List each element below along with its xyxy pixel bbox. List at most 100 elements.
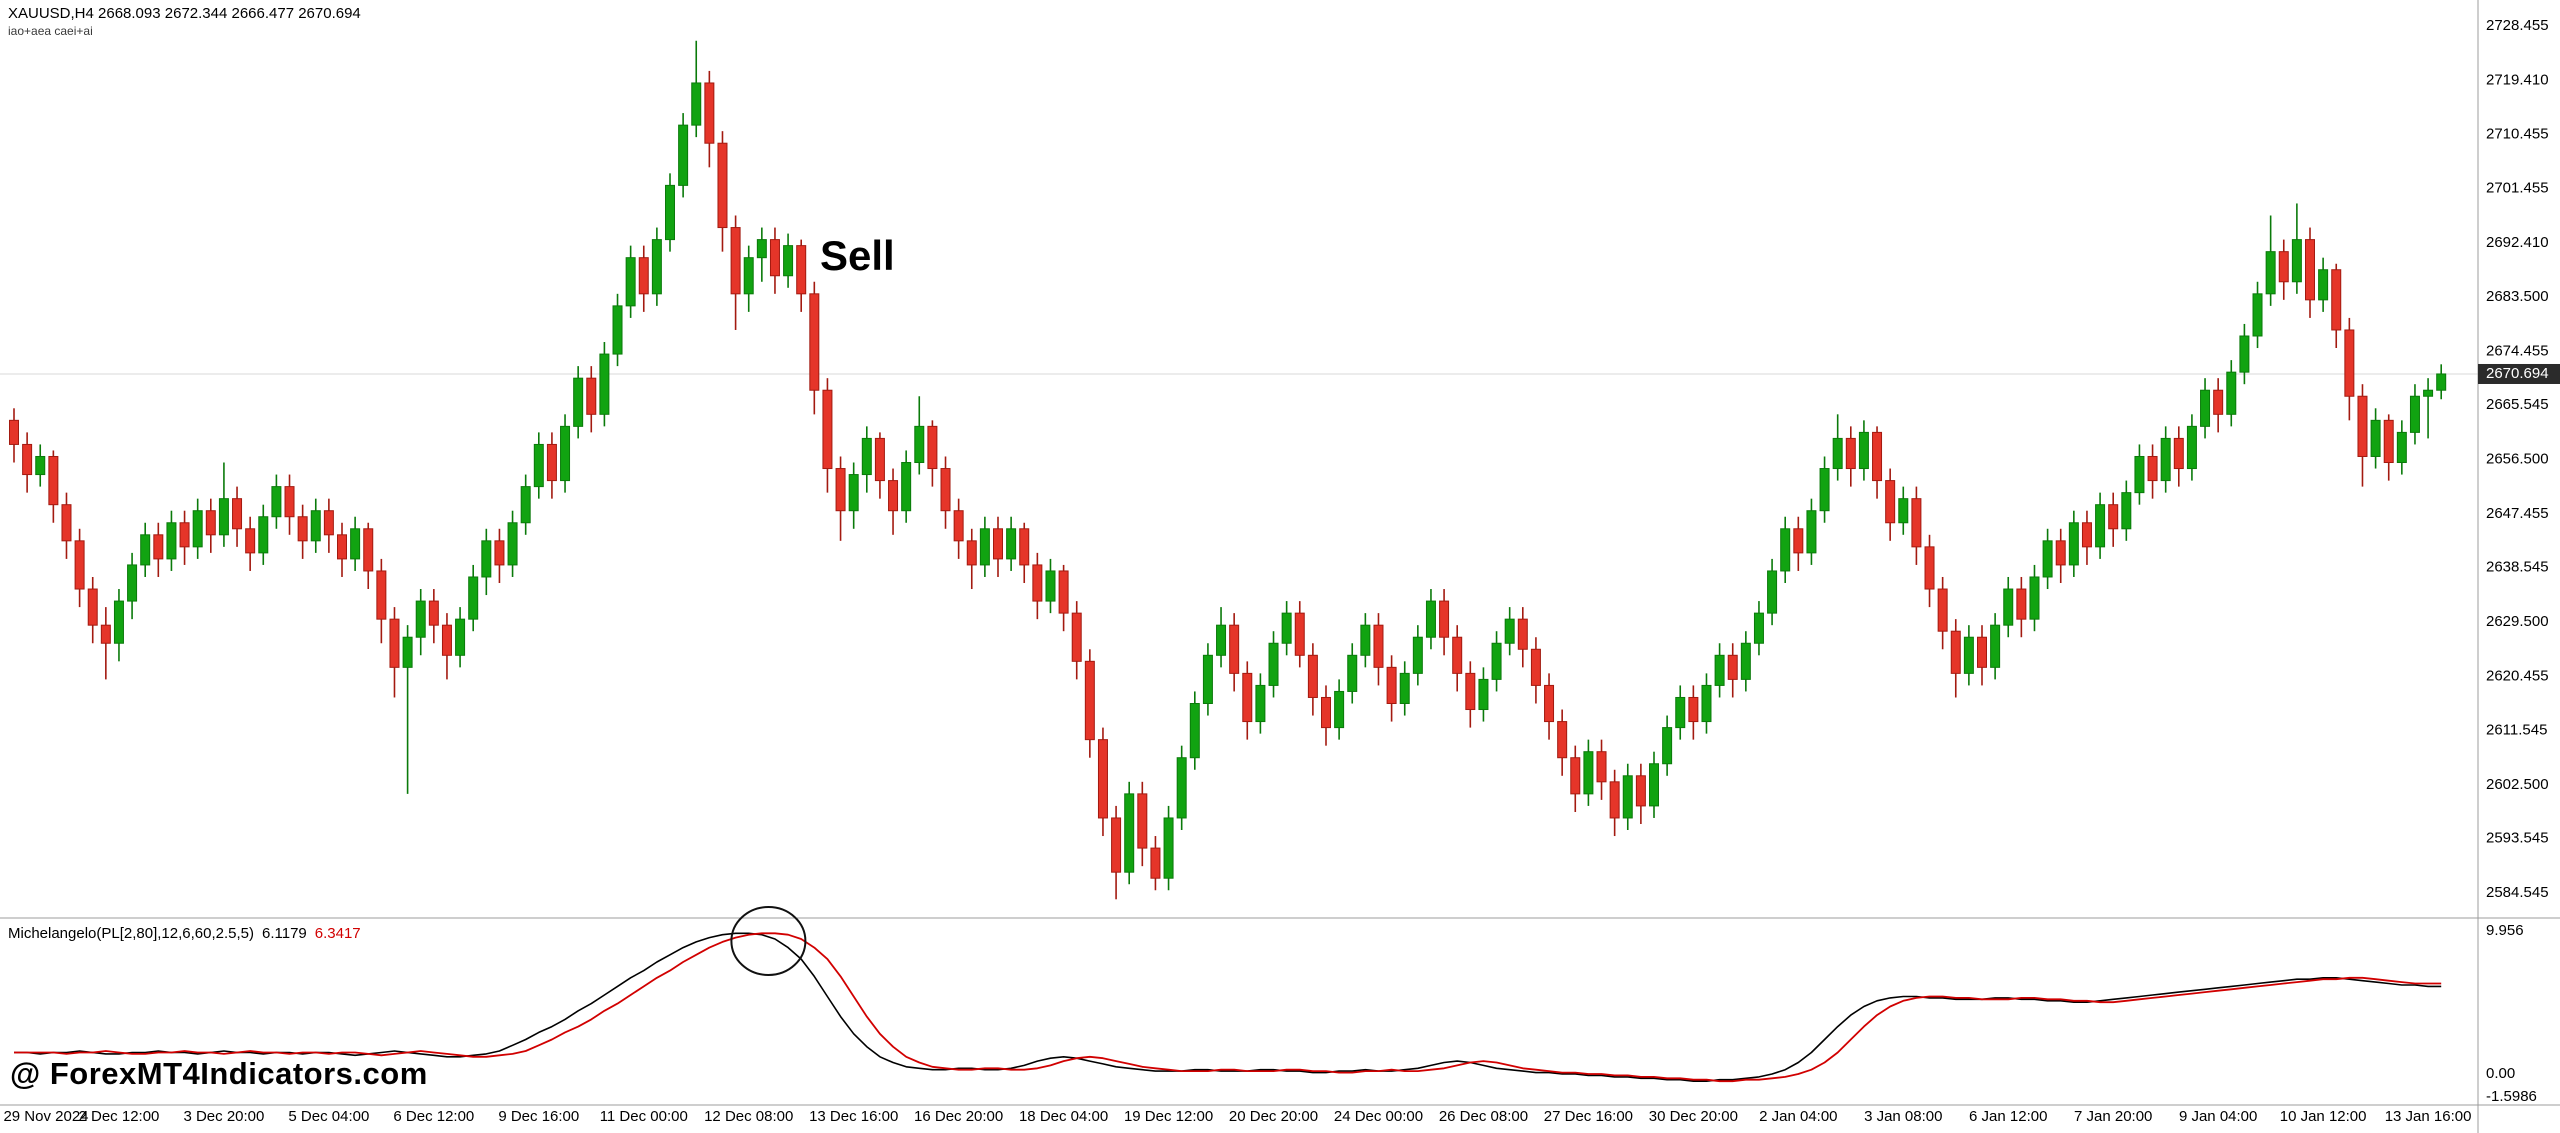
- candle-body: [796, 245, 807, 295]
- candle-body: [2409, 395, 2420, 433]
- candle-body: [179, 522, 190, 548]
- candle-body: [428, 600, 439, 626]
- candle-body: [2318, 269, 2329, 301]
- candle-body: [651, 239, 662, 295]
- price-axis-label: 2710.455: [2486, 125, 2549, 142]
- candle-body: [1255, 684, 1266, 723]
- price-axis-label: 2629.500: [2486, 613, 2549, 630]
- candle-body: [914, 425, 925, 464]
- time-axis-label: 5 Dec 04:00: [288, 1108, 369, 1125]
- indicator-line-main: [14, 932, 2442, 1082]
- price-axis-label: 2656.500: [2486, 450, 2549, 467]
- candle-body: [756, 239, 767, 259]
- price-axis-label: 2683.500: [2486, 288, 2549, 305]
- candle-body: [638, 257, 649, 295]
- candle-body: [1058, 570, 1069, 614]
- time-axis-label: 7 Jan 20:00: [2074, 1108, 2152, 1125]
- candle-body: [1045, 570, 1056, 602]
- candle-body: [2278, 251, 2289, 283]
- price-axis-label: 2692.410: [2486, 234, 2549, 251]
- time-axis-label: 2 Dec 12:00: [79, 1108, 160, 1125]
- candle-body: [1714, 654, 1725, 686]
- candle-body: [2344, 329, 2355, 397]
- candle-body: [271, 486, 282, 518]
- candle-body: [1386, 666, 1397, 704]
- candle-body: [1544, 684, 1555, 723]
- candle-body: [389, 618, 400, 668]
- candle-body: [783, 245, 794, 277]
- price-axis[interactable]: [2478, 0, 2560, 1133]
- time-axis-label: 9 Jan 04:00: [2179, 1108, 2257, 1125]
- candle-body: [1662, 727, 1673, 765]
- candle-body: [1491, 642, 1502, 680]
- time-axis-label: 27 Dec 16:00: [1544, 1108, 1633, 1125]
- candle-body: [1937, 588, 1948, 632]
- candle-body: [1780, 528, 1791, 572]
- price-axis-label: 2674.455: [2486, 342, 2549, 359]
- candle-body: [691, 82, 702, 126]
- time-axis-label: 9 Dec 16:00: [498, 1108, 579, 1125]
- candle-body: [61, 504, 72, 542]
- time-axis-label: 13 Jan 16:00: [2385, 1108, 2472, 1125]
- time-axis-label: 11 Dec 00:00: [600, 1108, 688, 1125]
- candle-body: [586, 377, 597, 415]
- candle-body: [100, 624, 111, 644]
- indicator-subtitle-text: iao+aea caei+ai: [8, 24, 93, 38]
- candle-body: [1163, 817, 1174, 879]
- candle-body: [1793, 528, 1804, 554]
- time-axis-label: 16 Dec 20:00: [914, 1108, 1003, 1125]
- candle-body: [2436, 373, 2447, 391]
- candle-body: [363, 528, 374, 572]
- time-axis-label: 12 Dec 08:00: [704, 1108, 793, 1125]
- candle-body: [35, 455, 46, 476]
- symbol-ohlc-text: XAUUSD,H4 2668.093 2672.344 2666.477 267…: [8, 5, 361, 22]
- indicator-scale-label: 0.00: [2486, 1065, 2515, 1082]
- candle-body: [1360, 624, 1371, 656]
- candle-body: [1137, 793, 1148, 849]
- candle-body: [2121, 492, 2132, 530]
- candle-body: [2213, 389, 2224, 415]
- candle-body: [1622, 775, 1633, 819]
- candle-body: [74, 540, 85, 590]
- price-axis-label: 2584.545: [2486, 884, 2549, 901]
- candle-body: [822, 389, 833, 470]
- candle-body: [927, 425, 938, 470]
- indicator-scale-label: 9.956: [2486, 922, 2524, 939]
- candle-body: [2016, 588, 2027, 620]
- price-axis-label: 2647.455: [2486, 505, 2549, 522]
- price-axis-label: 2719.410: [2486, 71, 2549, 88]
- candle-body: [1753, 612, 1764, 644]
- candle-body: [1373, 624, 1384, 668]
- candle-body: [22, 443, 33, 476]
- time-axis[interactable]: [0, 1105, 2478, 1133]
- candle-body: [1858, 431, 1869, 470]
- candle-body: [1268, 642, 1279, 686]
- candle-body: [1019, 528, 1030, 566]
- candle-body: [1321, 696, 1331, 729]
- candle-body: [113, 600, 124, 644]
- candle-body: [665, 184, 675, 241]
- candle-body: [1412, 636, 1423, 674]
- candle-body: [901, 462, 912, 512]
- time-axis-label: 6 Dec 12:00: [393, 1108, 474, 1125]
- candle-body: [1465, 672, 1476, 711]
- price-axis-label: 2728.455: [2486, 17, 2549, 34]
- candle-body: [2173, 437, 2184, 470]
- candle-body: [1635, 775, 1646, 807]
- candle-body: [2108, 504, 2119, 530]
- candle-body: [1071, 612, 1082, 662]
- candle-body: [1111, 817, 1122, 873]
- price-chart-area[interactable]: [0, 0, 2478, 918]
- candle-body: [1530, 648, 1541, 686]
- candle-body: [2068, 522, 2079, 566]
- candle-body: [1675, 696, 1686, 729]
- indicator-value-main: 6.1179: [262, 925, 307, 942]
- candle-body: [966, 540, 977, 566]
- candle-body: [612, 305, 623, 355]
- candle-body: [573, 377, 584, 427]
- candle-body: [1517, 618, 1528, 650]
- candle-body: [2160, 437, 2171, 482]
- candle-body: [2081, 522, 2092, 548]
- candle-body: [1399, 672, 1410, 704]
